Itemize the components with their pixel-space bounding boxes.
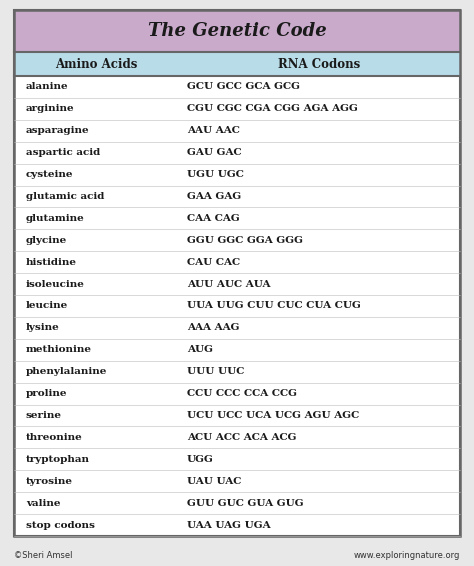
- Text: UCU UCC UCA UCG AGU AGC: UCU UCC UCA UCG AGU AGC: [187, 411, 359, 420]
- Text: asparagine: asparagine: [26, 126, 90, 135]
- Text: CAA CAG: CAA CAG: [187, 214, 240, 223]
- Text: GAU GAC: GAU GAC: [187, 148, 242, 157]
- Text: methionine: methionine: [26, 345, 92, 354]
- Text: leucine: leucine: [26, 302, 68, 311]
- Text: aspartic acid: aspartic acid: [26, 148, 100, 157]
- Text: AUU AUC AUA: AUU AUC AUA: [187, 280, 271, 289]
- Text: AUG: AUG: [187, 345, 213, 354]
- Text: glutamine: glutamine: [26, 214, 85, 223]
- Text: ACU ACC ACA ACG: ACU ACC ACA ACG: [187, 433, 297, 442]
- Text: AAU AAC: AAU AAC: [187, 126, 240, 135]
- Text: GCU GCC GCA GCG: GCU GCC GCA GCG: [187, 83, 300, 92]
- Text: valine: valine: [26, 499, 61, 508]
- Text: UAU UAC: UAU UAC: [187, 477, 241, 486]
- Text: cysteine: cysteine: [26, 170, 73, 179]
- Text: serine: serine: [26, 411, 62, 420]
- Text: proline: proline: [26, 389, 67, 398]
- Text: lysine: lysine: [26, 323, 60, 332]
- Text: threonine: threonine: [26, 433, 83, 442]
- Text: Amino Acids: Amino Acids: [55, 58, 138, 71]
- Text: tyrosine: tyrosine: [26, 477, 73, 486]
- Text: glutamic acid: glutamic acid: [26, 192, 104, 201]
- Text: phenylalanine: phenylalanine: [26, 367, 108, 376]
- Text: GAA GAG: GAA GAG: [187, 192, 241, 201]
- Text: UUA UUG CUU CUC CUA CUG: UUA UUG CUU CUC CUA CUG: [187, 302, 361, 311]
- Text: alanine: alanine: [26, 83, 69, 92]
- Text: GUU GUC GUA GUG: GUU GUC GUA GUG: [187, 499, 304, 508]
- Text: UGG: UGG: [187, 455, 214, 464]
- Text: tryptophan: tryptophan: [26, 455, 90, 464]
- Text: histidine: histidine: [26, 258, 77, 267]
- Text: isoleucine: isoleucine: [26, 280, 85, 289]
- Text: CAU CAC: CAU CAC: [187, 258, 240, 267]
- Text: glycine: glycine: [26, 236, 67, 245]
- Text: UGU UGC: UGU UGC: [187, 170, 244, 179]
- Bar: [14, 52, 460, 76]
- Text: ©Sheri Amsel: ©Sheri Amsel: [14, 551, 73, 560]
- Text: The Genetic Code: The Genetic Code: [147, 22, 327, 40]
- Text: UUU UUC: UUU UUC: [187, 367, 245, 376]
- Text: RNA Codons: RNA Codons: [278, 58, 361, 71]
- Bar: [14, 10, 460, 52]
- Text: UAA UAG UGA: UAA UAG UGA: [187, 521, 271, 530]
- Text: GGU GGC GGA GGG: GGU GGC GGA GGG: [187, 236, 303, 245]
- Text: AAA AAG: AAA AAG: [187, 323, 239, 332]
- Text: www.exploringnature.org: www.exploringnature.org: [354, 551, 460, 560]
- Text: CCU CCC CCA CCG: CCU CCC CCA CCG: [187, 389, 297, 398]
- Text: stop codons: stop codons: [26, 521, 95, 530]
- Text: CGU CGC CGA CGG AGA AGG: CGU CGC CGA CGG AGA AGG: [187, 104, 358, 113]
- Text: arginine: arginine: [26, 104, 74, 113]
